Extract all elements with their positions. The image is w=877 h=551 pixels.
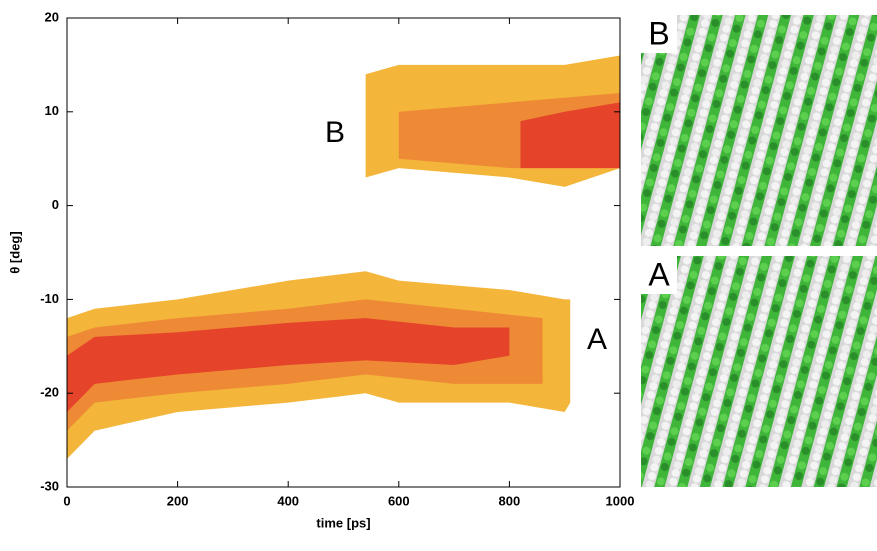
y-tick-label: -10 — [40, 291, 59, 306]
x-tick-label: 800 — [499, 493, 521, 508]
panel-label-bg — [641, 256, 677, 294]
x-tick-label: 600 — [388, 493, 410, 508]
y-tick-label: -30 — [40, 478, 59, 493]
panel-label: A — [648, 256, 670, 292]
x-tick-label: 200 — [167, 493, 189, 508]
annotation: B — [325, 116, 345, 149]
y-tick-label: 20 — [45, 9, 59, 24]
x-tick-label: 0 — [63, 493, 70, 508]
panel-label-bg — [641, 15, 677, 53]
panel-image — [641, 256, 877, 487]
x-axis-label: time [ps] — [316, 515, 370, 530]
x-tick-label: 1000 — [606, 493, 635, 508]
plot: 0 200 400 600 800 1000 -30 -20 -10 0 10 20 time [ps]… — [7, 9, 634, 530]
annotation: A — [587, 323, 607, 356]
panel-image — [641, 15, 877, 246]
band-area — [67, 318, 510, 412]
plot-frame — [66, 17, 621, 488]
y-axis-label: θ [deg] — [7, 231, 22, 273]
y-tick-label: 0 — [52, 197, 59, 212]
x-tick-label: 400 — [277, 493, 299, 508]
panel-label: B — [648, 15, 669, 51]
y-tick-label: 10 — [45, 103, 59, 118]
band-area — [520, 102, 620, 169]
y-tick-label: -20 — [40, 385, 59, 400]
